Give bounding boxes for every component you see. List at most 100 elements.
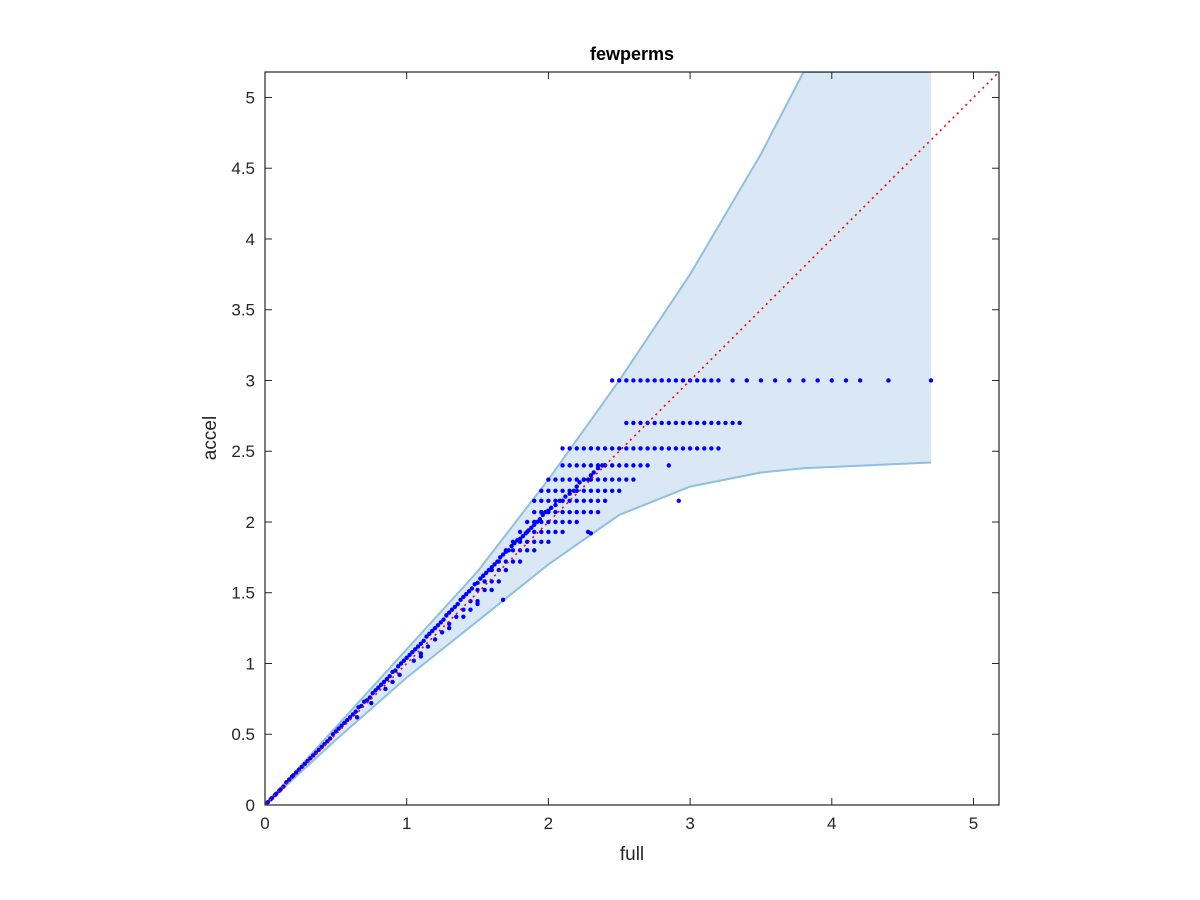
scatter-point [316, 747, 322, 753]
scatter-point [595, 446, 601, 451]
x-tick-label: 4 [827, 814, 836, 833]
scatter-point [496, 559, 502, 564]
scatter-point [517, 539, 523, 544]
scatter-point [829, 378, 834, 383]
scatter-point [624, 378, 629, 383]
scatter-point [539, 509, 544, 515]
scatter-point [539, 539, 544, 544]
scatter-point [393, 668, 398, 673]
scatter-point [354, 715, 360, 720]
scatter-point [588, 463, 594, 468]
scatter-point [730, 420, 735, 426]
scatter-point [567, 509, 572, 515]
scatter-point [503, 548, 509, 553]
scatter-point [574, 519, 579, 525]
scatter-point [302, 761, 307, 767]
scatter-point [560, 446, 565, 451]
scatter-point [336, 726, 341, 731]
scatter-point [560, 463, 565, 468]
scatter-point [439, 630, 445, 635]
scatter-point [286, 777, 292, 782]
scatter-point [425, 644, 431, 649]
scatter-point [702, 378, 707, 383]
scatter-point [381, 679, 387, 685]
scatter-point [595, 477, 601, 482]
scatter-point [546, 477, 551, 482]
scatter-point [401, 658, 407, 663]
scatter-point [489, 567, 494, 573]
y-tick-label: 3.5 [231, 301, 255, 320]
x-tick-label: 5 [969, 814, 978, 833]
scatter-point [293, 770, 299, 775]
x-tick-label: 1 [402, 814, 411, 833]
scatter-point [631, 446, 636, 451]
scatter-point [524, 548, 530, 553]
scatter-point [886, 378, 891, 383]
scatter-point [461, 594, 466, 600]
scatter-point [617, 446, 622, 451]
scatter-point [517, 559, 523, 564]
scatter-point [319, 744, 324, 750]
scatter-point [787, 378, 792, 383]
scatter-point [524, 529, 530, 535]
axes-box [264, 71, 1000, 806]
reference-line [265, 72, 999, 805]
scatter-point [325, 739, 330, 744]
scatter-point [468, 607, 473, 612]
scatter-point [581, 509, 587, 515]
scatter-point [529, 525, 534, 530]
scatter-point [591, 470, 596, 475]
scatter-point [532, 498, 537, 503]
scatter-point [574, 463, 579, 468]
scatter-point [492, 562, 497, 567]
scatter-point [659, 446, 664, 451]
scatter-point [549, 505, 554, 511]
scatter-point [709, 378, 714, 383]
chart-title: fewperms [590, 44, 674, 64]
scatter-point [560, 519, 565, 525]
scatter-point [432, 625, 438, 631]
scatter-point [673, 446, 679, 451]
scatter-point [928, 378, 934, 383]
scatter-point [489, 587, 494, 593]
scatter-point [680, 378, 686, 383]
scatter-point [694, 378, 700, 383]
scatter-point [744, 378, 749, 383]
scatter-point [532, 548, 537, 553]
scatter-point [631, 378, 636, 383]
scatter-point [574, 488, 579, 494]
y-tick-label: 3 [246, 371, 255, 390]
scatter-point [609, 488, 615, 494]
scatter-point [588, 509, 594, 515]
y-tick-label: 4.5 [231, 159, 255, 178]
scatter-point [567, 446, 572, 451]
scatter-point [482, 587, 487, 593]
scatter-point [574, 509, 579, 515]
scatter-point [588, 498, 594, 503]
scatter-point [680, 420, 686, 426]
scatter-point [482, 579, 487, 584]
scatter-point [581, 477, 587, 482]
scatter-point [617, 378, 622, 383]
scatter-point [730, 378, 735, 383]
scatter-point [265, 799, 271, 805]
scatter-point [577, 480, 582, 485]
y-tick-label: 0 [246, 796, 255, 815]
scatter-point [553, 477, 558, 482]
scatter-point [666, 378, 672, 383]
scatter-point [560, 509, 565, 515]
scatter-point [723, 420, 728, 426]
scatter-point [595, 509, 601, 515]
y-tick-label: 2 [246, 513, 255, 532]
scatter-point [353, 709, 358, 714]
scatter-point [390, 679, 395, 685]
scatter-point [510, 539, 516, 544]
scatter-point [666, 463, 672, 468]
scatter-point [383, 686, 388, 692]
scatter-point [702, 446, 707, 451]
scatter-point [498, 555, 503, 560]
band-upper-edge [265, 72, 931, 805]
scatter-point [415, 644, 421, 649]
scatter-point [395, 664, 401, 669]
scatter-point [532, 529, 537, 535]
